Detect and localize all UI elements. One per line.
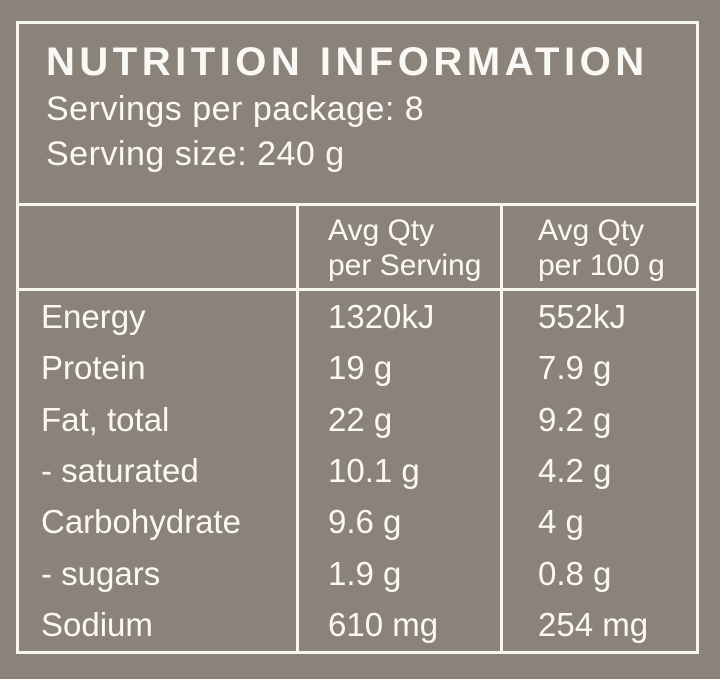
- value-per-serving: 610 mg: [296, 599, 500, 651]
- value-per-100g: 4 g: [500, 496, 696, 549]
- value-per-100g: 0.8 g: [500, 548, 696, 600]
- column-header-nutrient: [19, 206, 296, 288]
- table-column-headers: Avg Qty per Serving Avg Qty per 100 g: [19, 203, 696, 291]
- nutrient-name: Energy: [41, 297, 146, 335]
- column-header-line: per 100 g: [538, 249, 665, 282]
- value-per-serving: 19 g: [296, 342, 500, 394]
- column-header-line: Avg Qty: [328, 214, 435, 247]
- column-header-per-100g: Avg Qty per 100 g: [500, 206, 696, 288]
- nutrient-name: Carbohydrate: [41, 503, 241, 541]
- table-row-saturated: - saturated 10.1 g 4.2 g: [19, 445, 696, 497]
- value-per-100g: 7.9 g: [500, 342, 696, 394]
- value-per-serving: 1320kJ: [296, 291, 500, 343]
- nutrient-name: Protein: [41, 349, 146, 387]
- value-per-serving: 1.9 g: [296, 548, 500, 600]
- value-per-100g: 254 mg: [500, 599, 696, 651]
- nutrient-name: Fat, total: [41, 400, 170, 438]
- nutrient-name: Sodium: [41, 606, 153, 644]
- value-per-100g: 9.2 g: [500, 393, 696, 446]
- nutrient-name: - sugars: [41, 554, 161, 592]
- table-row-sodium: Sodium 610 mg 254 mg: [19, 599, 696, 651]
- value-per-serving: 10.1 g: [296, 445, 500, 497]
- value-per-serving: 22 g: [296, 393, 500, 446]
- table-row-protein: Protein 19 g 7.9 g: [19, 342, 696, 394]
- table-row-energy: Energy 1320kJ 552kJ: [19, 291, 696, 343]
- table-row-sugars: - sugars 1.9 g 0.8 g: [19, 548, 696, 600]
- value-per-100g: 552kJ: [500, 291, 696, 343]
- column-header-per-serving: Avg Qty per Serving: [296, 206, 500, 288]
- nutrient-name: - saturated: [41, 451, 199, 489]
- column-header-line: per Serving: [328, 249, 482, 282]
- label-header: NUTRITION INFORMATION Servings per packa…: [19, 24, 696, 203]
- servings-per-package: Servings per package: 8: [46, 90, 425, 128]
- value-per-serving: 9.6 g: [296, 496, 500, 549]
- column-header-line: Avg Qty: [538, 214, 645, 247]
- value-per-100g: 4.2 g: [500, 445, 696, 497]
- panel-title: NUTRITION INFORMATION: [46, 40, 649, 84]
- serving-size: Serving size: 240 g: [46, 135, 345, 173]
- table-row-fat-total: Fat, total 22 g 9.2 g: [19, 393, 696, 446]
- nutrition-information-panel: NUTRITION INFORMATION Servings per packa…: [16, 21, 699, 654]
- nutrition-table-body: Energy 1320kJ 552kJ Protein 19 g 7.9 g F…: [19, 291, 696, 651]
- table-row-carbohydrate: Carbohydrate 9.6 g 4 g: [19, 496, 696, 549]
